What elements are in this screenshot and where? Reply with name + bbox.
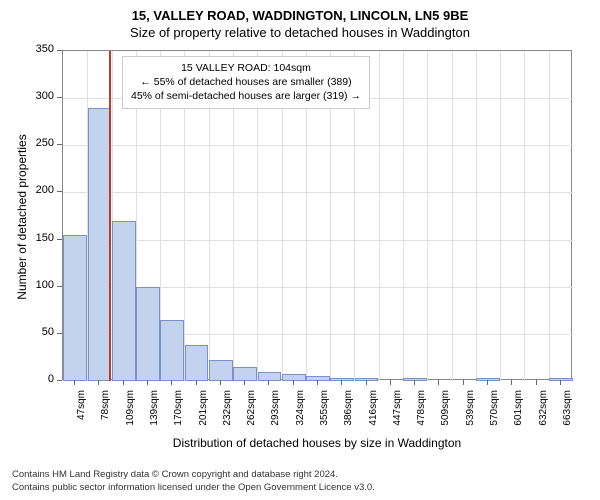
- histogram-bar: [233, 367, 257, 381]
- x-tick-label: 201sqm: [198, 390, 209, 440]
- gridline-h: [63, 240, 573, 241]
- y-tick-label: 150: [24, 232, 54, 244]
- annotation-line2: ← 55% of detached houses are smaller (38…: [131, 75, 361, 89]
- histogram-bar: [185, 345, 209, 381]
- histogram-bar: [136, 287, 160, 381]
- y-tick-label: 300: [24, 90, 54, 102]
- x-tick-label: 601sqm: [513, 390, 524, 440]
- y-tick: [57, 144, 62, 145]
- y-tick: [57, 286, 62, 287]
- x-tick: [341, 380, 342, 385]
- annotation-box: 15 VALLEY ROAD: 104sqm ← 55% of detached…: [122, 56, 370, 109]
- gridline-v: [452, 51, 453, 381]
- x-tick-label: 478sqm: [416, 390, 427, 440]
- histogram-bar: [209, 360, 233, 381]
- x-tick: [293, 380, 294, 385]
- histogram-bar: [88, 108, 112, 381]
- y-tick: [57, 380, 62, 381]
- x-tick-label: 47sqm: [76, 390, 87, 440]
- y-tick-label: 250: [24, 137, 54, 149]
- x-tick: [511, 380, 512, 385]
- x-tick: [414, 380, 415, 385]
- x-tick-label: 170sqm: [173, 390, 184, 440]
- histogram-bar: [160, 320, 184, 381]
- x-tick: [438, 380, 439, 385]
- x-tick-label: 262sqm: [246, 390, 257, 440]
- x-tick: [390, 380, 391, 385]
- y-tick-label: 50: [24, 326, 54, 338]
- x-tick-label: 447sqm: [392, 390, 403, 440]
- x-tick-label: 539sqm: [465, 390, 476, 440]
- x-tick-label: 509sqm: [440, 390, 451, 440]
- y-tick-label: 100: [24, 279, 54, 291]
- x-tick: [74, 380, 75, 385]
- footer-attribution: Contains HM Land Registry data © Crown c…: [12, 469, 375, 494]
- x-tick: [171, 380, 172, 385]
- x-tick: [317, 380, 318, 385]
- chart-title-address: 15, VALLEY ROAD, WADDINGTON, LINCOLN, LN…: [0, 0, 600, 23]
- y-tick: [57, 239, 62, 240]
- gridline-v: [549, 51, 550, 381]
- gridline-h: [63, 192, 573, 193]
- x-tick: [123, 380, 124, 385]
- y-tick-label: 350: [24, 43, 54, 55]
- histogram-bar: [63, 235, 87, 381]
- x-tick-label: 416sqm: [368, 390, 379, 440]
- x-tick: [366, 380, 367, 385]
- x-tick-label: 663sqm: [562, 390, 573, 440]
- y-tick: [57, 191, 62, 192]
- annotation-line1: 15 VALLEY ROAD: 104sqm: [131, 61, 361, 75]
- gridline-v: [427, 51, 428, 381]
- x-tick-label: 355sqm: [319, 390, 330, 440]
- x-tick: [147, 380, 148, 385]
- x-tick: [196, 380, 197, 385]
- gridline-v: [403, 51, 404, 381]
- gridline-v: [379, 51, 380, 381]
- annotation-line3: 45% of semi-detached houses are larger (…: [131, 89, 361, 103]
- gridline-v: [476, 51, 477, 381]
- x-tick-label: 570sqm: [489, 390, 500, 440]
- x-tick-label: 632sqm: [538, 390, 549, 440]
- footer-line2: Contains public sector information licen…: [12, 482, 375, 494]
- gridline-v: [524, 51, 525, 381]
- x-tick: [98, 380, 99, 385]
- x-tick: [244, 380, 245, 385]
- x-tick: [463, 380, 464, 385]
- x-tick-label: 109sqm: [125, 390, 136, 440]
- x-tick-label: 78sqm: [100, 390, 111, 440]
- y-tick: [57, 50, 62, 51]
- chart-title-subtitle: Size of property relative to detached ho…: [0, 23, 600, 40]
- x-tick-label: 293sqm: [270, 390, 281, 440]
- x-tick: [487, 380, 488, 385]
- y-tick: [57, 333, 62, 334]
- y-tick: [57, 97, 62, 98]
- x-tick-label: 324sqm: [295, 390, 306, 440]
- y-tick-label: 0: [24, 373, 54, 385]
- gridline-h: [63, 145, 573, 146]
- x-tick: [220, 380, 221, 385]
- y-tick-label: 200: [24, 184, 54, 196]
- x-tick: [268, 380, 269, 385]
- x-tick-label: 139sqm: [149, 390, 160, 440]
- footer-line1: Contains HM Land Registry data © Crown c…: [12, 469, 375, 481]
- histogram-bar: [282, 374, 306, 381]
- x-tick-label: 386sqm: [343, 390, 354, 440]
- subject-marker-line: [109, 51, 111, 381]
- x-tick: [536, 380, 537, 385]
- x-tick-label: 232sqm: [222, 390, 233, 440]
- gridline-v: [500, 51, 501, 381]
- histogram-bar: [112, 221, 136, 381]
- histogram-bar: [549, 378, 573, 381]
- x-tick: [560, 380, 561, 385]
